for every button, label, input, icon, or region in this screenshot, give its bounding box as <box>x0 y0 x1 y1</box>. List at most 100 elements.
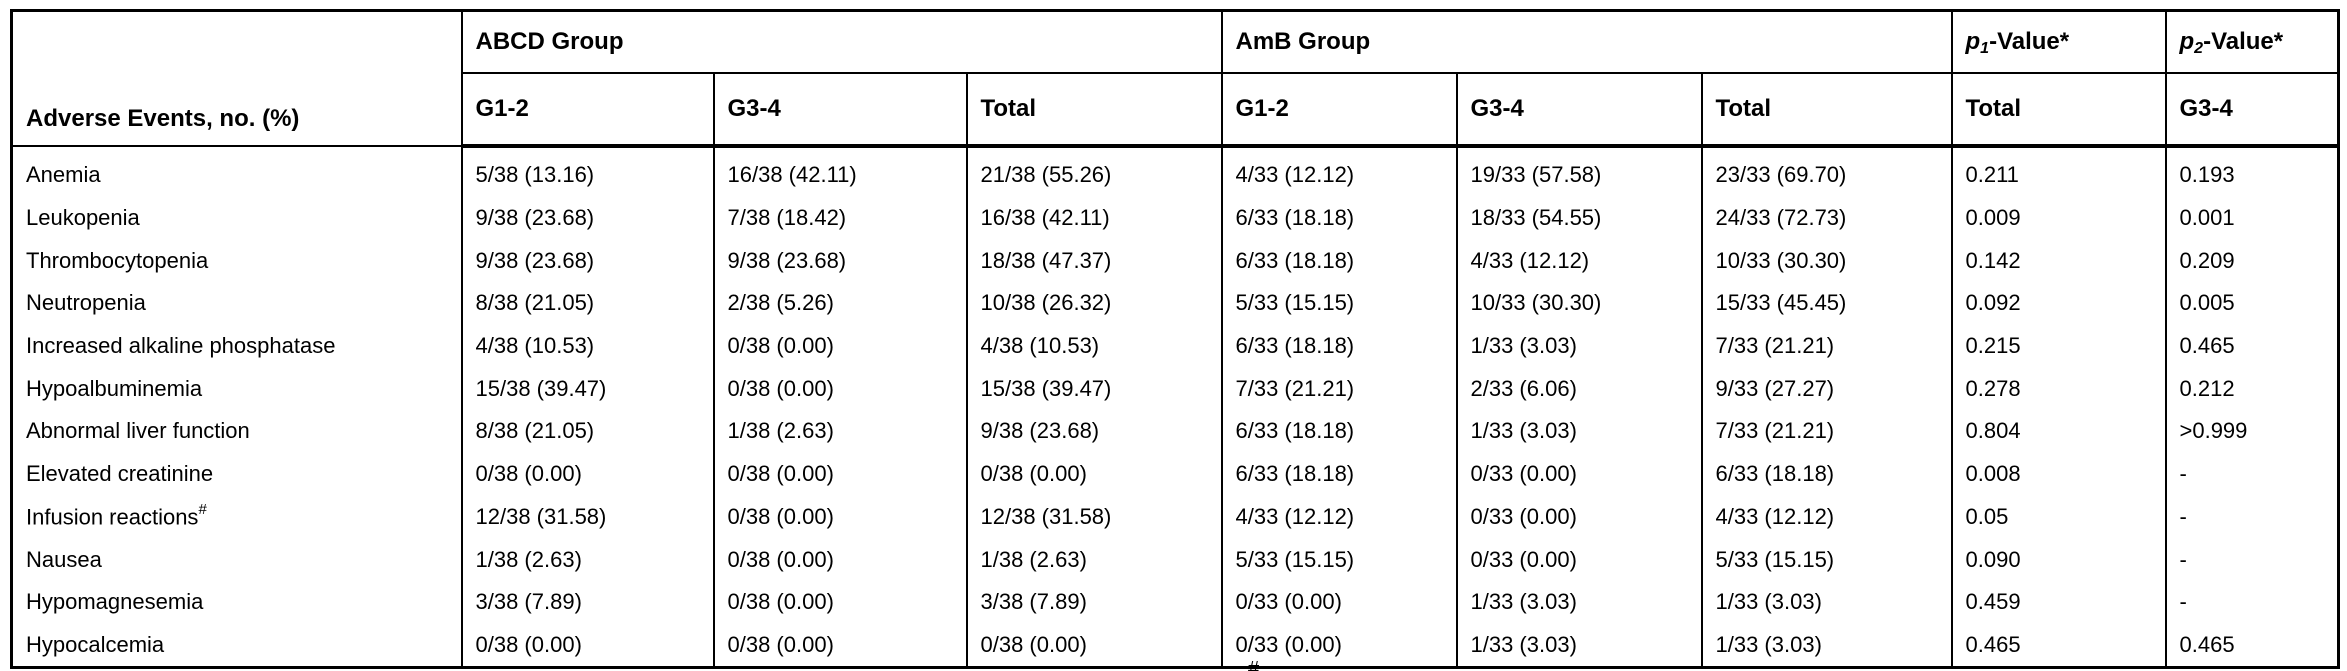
amb-g12-cell: 6/33 (18.18) <box>1220 196 1457 240</box>
adverse-events-table: Adverse Events, no. (%) ABCD Group AmB G… <box>10 9 2340 670</box>
subheader-abcd-g12: G1-2 <box>460 73 714 148</box>
abcd-g34-cell: 9/38 (23.68) <box>712 239 967 283</box>
abcd-g12-cell: 0/38 (0.00) <box>460 623 714 668</box>
amb-total-cell: 1/33 (3.03) <box>1700 623 1952 668</box>
amb-g12-cell: 0/33 (0.00) <box>1220 623 1457 668</box>
amb-total-cell: 4/33 (12.12) <box>1700 495 1952 539</box>
footnote-hash-mark: # <box>1248 658 1260 671</box>
group-header-amb: AmB Group <box>1220 10 1952 74</box>
table-row: Abnormal liver function 8/38 (21.05) 1/38 … <box>12 410 2339 453</box>
p1-total-cell: 0.459 <box>1950 580 2166 624</box>
table-row: Increased alkaline phosphatase 4/38 (10.5… <box>12 324 2339 368</box>
amb-g34-cell: 19/33 (57.58) <box>1455 146 1702 197</box>
table-row: Hypoalbuminemia 15/38 (39.47) 0/38 (0.00) 1… <box>12 367 2339 411</box>
label-superscript: # <box>198 501 207 519</box>
amb-total-cell: 24/33 (72.73) <box>1700 196 1952 240</box>
header-group-row: Adverse Events, no. (%) ABCD Group AmB G… <box>11 10 2339 147</box>
adverse-event-label: Nausea <box>26 546 102 572</box>
amb-total-cell: 1/33 (3.03) <box>1700 580 1952 624</box>
amb-g12-cell: 7/33 (21.21) <box>1220 367 1457 411</box>
p2-g34-cell: 0.212 <box>2164 367 2339 411</box>
subheader-abcd-total: Total <box>965 73 1222 148</box>
adverse-event-label: Anemia <box>26 161 101 187</box>
amb-g34-cell: 18/33 (54.55) <box>1455 196 1702 240</box>
subheader-abcd-g34: G3-4 <box>712 73 967 148</box>
subheader-amb-g34: G3-4 <box>1455 73 1702 148</box>
p1-symbol: p <box>1965 28 1981 55</box>
adverse-event-label: Abnormal liver function <box>26 418 250 444</box>
abcd-total-cell: 4/38 (10.53) <box>965 324 1222 368</box>
table-row: Infusion reactions# 12/38 (31.58) 0/38 (0.… <box>12 495 2339 539</box>
p2-g34-cell: 0.209 <box>2164 239 2339 283</box>
amb-g12-cell: 6/33 (18.18) <box>1220 239 1457 283</box>
abcd-g34-cell: 1/38 (2.63) <box>712 410 967 453</box>
amb-g12-cell: 6/33 (18.18) <box>1220 452 1457 496</box>
amb-g34-cell: 0/33 (0.00) <box>1455 538 1702 581</box>
abcd-g12-cell: 5/38 (13.16) <box>460 146 714 197</box>
adverse-event-label: Hypomagnesemia <box>26 589 204 615</box>
table-row: Hypomagnesemia 3/38 (7.89) 0/38 (0.00) 3/38… <box>12 580 2339 624</box>
p1-total-cell: 0.008 <box>1950 452 2166 496</box>
abcd-total-cell: 18/38 (47.37) <box>965 239 1222 283</box>
abcd-g34-cell: 0/38 (0.00) <box>712 452 967 496</box>
amb-total-cell: 15/33 (45.45) <box>1700 282 1952 325</box>
table-row: Anemia 5/38 (13.16) 16/38 (42.11) 21/38 (55… <box>12 146 2339 197</box>
abcd-g12-cell: 9/38 (23.68) <box>460 196 714 240</box>
header-p1-value: p1-Value* <box>1950 10 2166 74</box>
abcd-g12-cell: 8/38 (21.05) <box>460 282 714 325</box>
p2-g34-cell: - <box>2164 495 2339 539</box>
p2-g34-cell: 0.005 <box>2164 282 2339 325</box>
amb-total-cell: 23/33 (69.70) <box>1700 146 1952 197</box>
abcd-total-cell: 12/38 (31.58) <box>965 495 1222 539</box>
p2-g34-cell: 0.465 <box>2164 324 2339 368</box>
amb-g12-cell: 4/33 (12.12) <box>1220 495 1457 539</box>
amb-total-cell: 9/33 (27.27) <box>1700 367 1952 411</box>
corner-header-adverse-events: Adverse Events, no. (%) <box>11 10 462 147</box>
abcd-g34-cell: 0/38 (0.00) <box>712 495 967 539</box>
p1-total-cell: 0.05 <box>1950 495 2166 539</box>
p1-total-cell: 0.092 <box>1950 282 2166 325</box>
table-row: Elevated creatinine 0/38 (0.00) 0/38 (0.00… <box>12 452 2339 496</box>
abcd-g34-cell: 16/38 (42.11) <box>712 146 967 197</box>
abcd-g34-cell: 0/38 (0.00) <box>712 538 967 581</box>
p1-total-cell: 0.090 <box>1950 538 2166 581</box>
p1-total-cell: 0.465 <box>1950 623 2166 668</box>
amb-g12-cell: 5/33 (15.15) <box>1220 282 1457 325</box>
abcd-g34-cell: 0/38 (0.00) <box>712 623 967 668</box>
p2-g34-cell: 0.193 <box>2164 146 2339 197</box>
amb-g34-cell: 0/33 (0.00) <box>1455 452 1702 496</box>
abcd-g34-cell: 0/38 (0.00) <box>712 367 967 411</box>
p2-g34-cell: 0.465 <box>2164 623 2339 668</box>
abcd-total-cell: 0/38 (0.00) <box>965 452 1222 496</box>
abcd-g34-cell: 2/38 (5.26) <box>712 282 967 325</box>
table-body: Anemia 5/38 (13.16) 16/38 (42.11) 21/38 (55… <box>12 146 2339 668</box>
abcd-total-cell: 0/38 (0.00) <box>965 623 1222 668</box>
amb-g34-cell: 0/33 (0.00) <box>1455 495 1702 539</box>
amb-total-cell: 10/33 (30.30) <box>1700 239 1952 283</box>
adverse-event-label: Leukopenia <box>26 205 140 231</box>
adverse-event-label: Increased alkaline phosphatase <box>26 333 336 359</box>
p2-subscript: 2 <box>2194 40 2204 57</box>
amb-g12-cell: 6/33 (18.18) <box>1220 410 1457 453</box>
p1-total-cell: 0.804 <box>1950 410 2166 453</box>
amb-g34-cell: 1/33 (3.03) <box>1455 623 1702 668</box>
p2-g34-cell: - <box>2164 538 2339 581</box>
subheader-p2-g34: G3-4 <box>2164 73 2339 148</box>
abcd-g12-cell: 9/38 (23.68) <box>460 239 714 283</box>
amb-total-cell: 6/33 (18.18) <box>1700 452 1952 496</box>
p2-symbol: p <box>2179 28 2195 55</box>
table-header: Adverse Events, no. (%) ABCD Group AmB G… <box>11 10 2339 148</box>
abcd-g34-cell: 7/38 (18.42) <box>712 196 967 240</box>
amb-total-cell: 7/33 (21.21) <box>1700 324 1952 368</box>
subheader-amb-total: Total <box>1700 73 1952 148</box>
header-sub-row: G1-2 G3-4 Total G1-2 G3-4 Total Total G3… <box>12 73 2339 148</box>
table-row: Hypocalcemia 0/38 (0.00) 0/38 (0.00) 0/38 (… <box>12 623 2339 668</box>
table-row: Thrombocytopenia 9/38 (23.68) 9/38 (23.68)… <box>12 239 2339 283</box>
p1-total-cell: 0.278 <box>1950 367 2166 411</box>
amb-g12-cell: 6/33 (18.18) <box>1220 324 1457 368</box>
amb-g34-cell: 10/33 (30.30) <box>1455 282 1702 325</box>
abcd-g34-cell: 0/38 (0.00) <box>712 324 967 368</box>
amb-g34-cell: 2/33 (6.06) <box>1455 367 1702 411</box>
abcd-total-cell: 15/38 (39.47) <box>965 367 1222 411</box>
